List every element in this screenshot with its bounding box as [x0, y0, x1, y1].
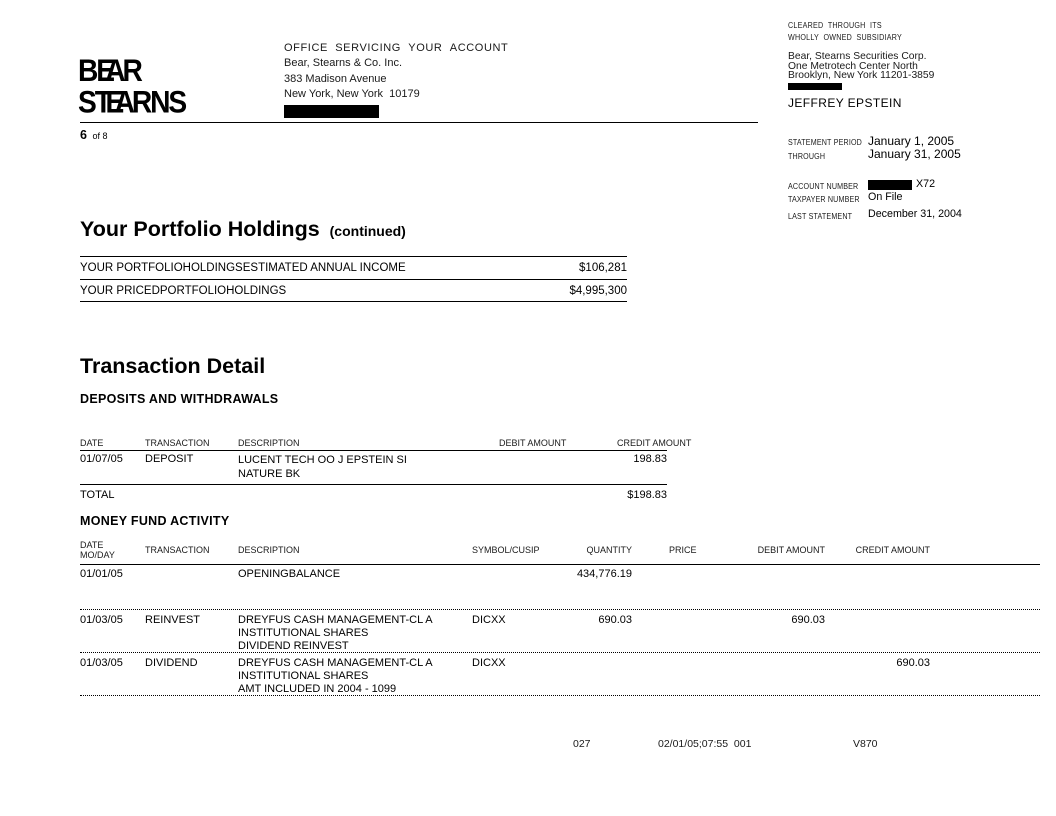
svg-text:STEARNS: STEARNS: [78, 85, 186, 115]
svg-text:BEAR: BEAR: [78, 54, 142, 89]
